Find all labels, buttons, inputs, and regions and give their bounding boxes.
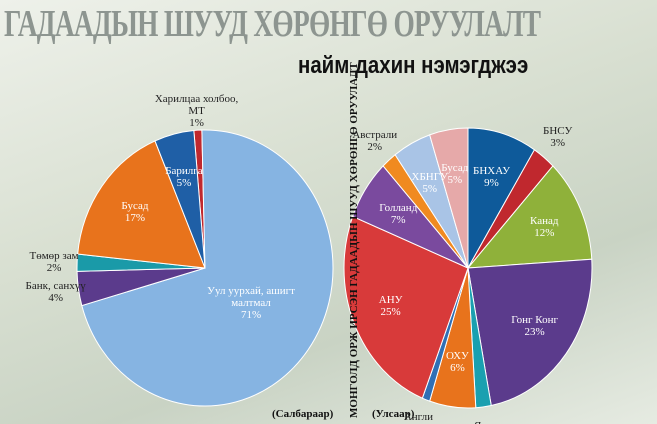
value-label: 1% xyxy=(189,117,204,130)
value-label: 12% xyxy=(534,227,555,240)
category-label: ХБНГУ xyxy=(411,171,448,184)
category-label: БНСУ xyxy=(543,125,573,138)
value-label: 2% xyxy=(367,140,383,153)
category-label: Австрали xyxy=(352,128,398,141)
slice-label: Канад 12% xyxy=(499,215,589,239)
pie-slice xyxy=(77,140,206,269)
value-label: 5% xyxy=(422,183,438,196)
value-label: 2% xyxy=(46,261,62,274)
category-label: Голланд xyxy=(379,202,418,215)
slice-label: ОХУ 6% xyxy=(412,350,502,374)
value-label: 25% xyxy=(380,305,401,318)
slice-label: Гонг Конг 23% xyxy=(490,314,580,338)
category-label: Канад xyxy=(530,215,559,228)
slice-label: ХБНГУ 5% xyxy=(385,171,475,195)
category-label: АНУ xyxy=(378,293,403,306)
slice-label: БНСУ 3% xyxy=(513,125,603,149)
pie-slice xyxy=(343,215,469,399)
category-label: Төмөр зам xyxy=(29,249,79,262)
slice-label: АНУ 25% xyxy=(346,294,436,318)
category-label: Япон xyxy=(441,420,531,424)
slice-label: Бусад 5% xyxy=(410,162,500,186)
subtitle: найм дахин нэмэгджээ xyxy=(298,52,529,79)
value-label: 71% xyxy=(240,308,262,321)
slice-label: Голланд 7% xyxy=(353,202,443,226)
slice-label: Банк, санхүү 4% xyxy=(11,280,101,304)
category-label: Бусад xyxy=(121,200,149,213)
value-label: 7% xyxy=(390,214,406,227)
category-label: БНХАУ xyxy=(473,164,510,177)
pie-slice xyxy=(467,258,593,407)
slice-label: Харилцаа холбоо, МТ 1% xyxy=(152,93,242,129)
pie-slice xyxy=(429,127,469,269)
category-label: Барилга xyxy=(165,164,203,177)
value-label: 6% xyxy=(450,362,465,375)
category-label: Банк, санхүү xyxy=(25,280,86,293)
pie-slice xyxy=(154,129,206,269)
side-title: МОНГОЛД ОРЖ ИРСЭН ГАДААДЫН ШУУД ХӨРӨНГӨ … xyxy=(348,62,360,418)
value-label: 9% xyxy=(484,176,499,189)
slice-label: Япон2% xyxy=(441,420,531,424)
slice-label: Англи1% xyxy=(373,411,463,424)
value-label: 3% xyxy=(550,137,565,150)
value-label: 4% xyxy=(48,292,63,305)
slice-label: Уул уурхай, ашигт малтмал 71% xyxy=(196,285,306,321)
category-label: Харилцаа холбоо, МТ xyxy=(154,93,239,118)
title: ГАДААДЫН ШУУД ХӨРӨНГӨ ОРУУЛАЛТ xyxy=(4,3,541,45)
category-label: Бусад xyxy=(441,161,469,174)
category-label: ОХУ xyxy=(446,350,469,363)
value-label: 17% xyxy=(124,212,146,225)
slice-label: Бусад 17% xyxy=(90,200,180,224)
slice-label: Австрали 2% xyxy=(330,129,420,153)
category-label: Гонг Конг xyxy=(511,314,558,327)
chart-caption: (Улсаар) xyxy=(372,408,415,420)
pie-slice xyxy=(467,127,536,270)
slice-label: БНХАУ 9% xyxy=(447,165,537,189)
value-label: 23% xyxy=(524,326,545,339)
slice-label: Барилга 5% xyxy=(139,165,229,189)
value-label: 5% xyxy=(447,173,463,186)
chart-caption: (Салбараар) xyxy=(272,408,334,420)
value-label: 5% xyxy=(176,176,192,189)
category-label: Уул уурхай, ашигт малтмал xyxy=(207,284,295,309)
category-label: Англи xyxy=(403,411,433,424)
pie-slice xyxy=(81,129,334,407)
slice-label: Төмөр зам 2% xyxy=(9,250,99,274)
pie-slice xyxy=(466,165,593,269)
